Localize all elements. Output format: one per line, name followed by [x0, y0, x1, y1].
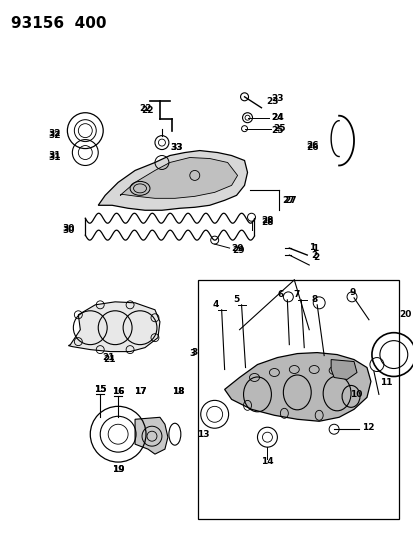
Text: 22: 22 [139, 104, 152, 113]
Text: 8: 8 [310, 295, 317, 304]
Text: 26: 26 [306, 141, 318, 150]
Text: 30: 30 [62, 224, 75, 233]
Text: 19: 19 [112, 465, 124, 473]
Text: 93156  400: 93156 400 [11, 15, 106, 31]
Text: 2: 2 [313, 253, 319, 262]
Text: 26: 26 [306, 143, 318, 152]
Text: 18: 18 [171, 387, 184, 396]
Text: 28: 28 [261, 217, 273, 227]
Text: 13: 13 [197, 430, 209, 439]
Text: 21: 21 [103, 355, 115, 364]
Text: 15: 15 [94, 385, 106, 394]
Text: 18: 18 [171, 387, 184, 396]
Text: 29: 29 [232, 246, 244, 255]
Text: 31: 31 [48, 153, 60, 162]
Bar [197, 280, 398, 519]
Text: 23: 23 [266, 98, 278, 106]
Polygon shape [68, 302, 159, 352]
Text: 25: 25 [271, 126, 283, 135]
Text: 4: 4 [212, 300, 218, 309]
Text: 9: 9 [349, 288, 355, 297]
Text: 2: 2 [311, 251, 317, 260]
Text: 33: 33 [169, 143, 182, 152]
Text: 3: 3 [191, 348, 197, 357]
Text: 11: 11 [379, 378, 392, 387]
Text: 6: 6 [277, 290, 283, 300]
Text: 30: 30 [62, 225, 75, 235]
Polygon shape [224, 353, 370, 421]
Text: 27: 27 [284, 196, 296, 205]
Text: 24: 24 [271, 113, 283, 122]
Text: 15: 15 [94, 385, 106, 394]
Polygon shape [120, 158, 237, 198]
Text: 16: 16 [112, 387, 124, 396]
Text: 33: 33 [169, 143, 182, 152]
Text: 3: 3 [189, 349, 195, 358]
Text: 31: 31 [48, 151, 60, 160]
Text: 12: 12 [361, 423, 374, 432]
Text: 21: 21 [102, 353, 114, 362]
Text: 25: 25 [273, 124, 285, 133]
Text: 1: 1 [311, 244, 318, 253]
Text: 5: 5 [233, 295, 239, 304]
Text: 1: 1 [309, 243, 315, 252]
Text: 17: 17 [133, 387, 146, 396]
Text: 7: 7 [292, 290, 299, 300]
Text: 32: 32 [48, 129, 60, 138]
Text: 17: 17 [133, 387, 146, 396]
Text: 20: 20 [398, 310, 410, 319]
Polygon shape [98, 150, 247, 210]
Text: 10: 10 [349, 390, 361, 399]
Text: 27: 27 [282, 196, 294, 205]
Text: 24: 24 [271, 113, 283, 122]
Polygon shape [330, 360, 356, 379]
Polygon shape [135, 417, 168, 454]
Text: 14: 14 [261, 457, 273, 466]
Text: 32: 32 [48, 131, 60, 140]
Text: 16: 16 [112, 387, 124, 396]
Text: 29: 29 [231, 244, 244, 253]
Text: 22: 22 [141, 106, 154, 115]
Text: 23: 23 [271, 94, 283, 103]
Text: 19: 19 [112, 465, 124, 473]
Text: 28: 28 [261, 216, 273, 225]
